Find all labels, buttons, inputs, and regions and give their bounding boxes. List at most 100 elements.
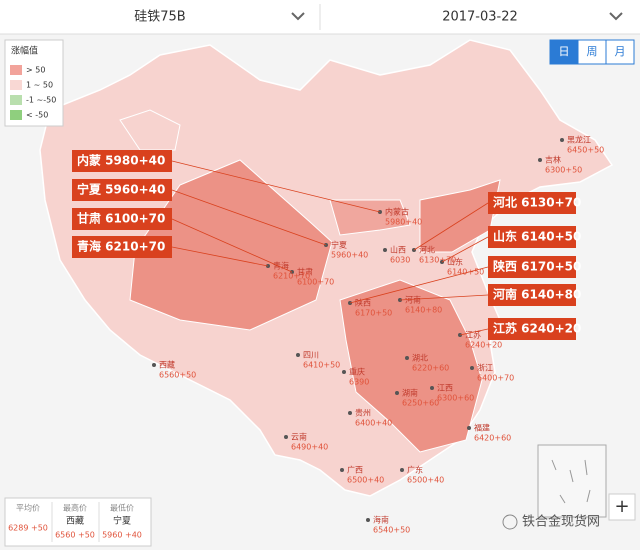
callout-line [441,236,489,263]
legend-title: 涨幅值 [11,45,38,57]
callout-label: 陕西 6170+50 [493,259,581,274]
stats-region: 西藏 [66,515,84,527]
tab[interactable] [549,39,579,65]
province-value: 6210+70 [273,272,310,281]
stats-label: 最高价 [63,503,87,513]
province-name: 浙江 [477,363,493,373]
province-dot [430,386,434,390]
legend-label: > 50 [26,66,45,75]
tab-label[interactable]: 月 [615,45,626,58]
province-value: 6490+40 [291,443,328,452]
province-name: 吉林 [545,155,561,165]
province-value: 6500+40 [347,476,384,485]
callout-box [488,192,576,214]
province-border [119,109,181,151]
callout-box [72,150,172,172]
legend: 涨幅值 > 50 1 ~ 50 -1 ~-50 < -50 [4,39,64,127]
province-dot [340,468,344,472]
province-name: 内蒙古 [385,207,409,217]
province-dot [342,370,346,374]
province-value: 6240+20 [465,341,502,350]
watermark-icon [502,514,518,530]
province-dot [405,356,409,360]
zoom-control[interactable]: + [608,493,636,521]
province-name: 甘肃 [297,267,313,277]
province-dot [348,411,352,415]
callout-label: 河北 6130+70 [492,195,581,210]
callout-line [349,266,489,304]
callout-box [488,256,576,278]
province-value: 6220+60 [412,364,449,373]
inset-box [537,444,607,518]
province-name: 黑龙江 [567,135,591,145]
province-dot [395,391,399,395]
legend-label: -1 ~-50 [26,96,56,105]
chevron[interactable] [291,12,305,21]
tab[interactable] [605,39,635,65]
province-dot [383,248,387,252]
product-select[interactable]: 硅铁75B [134,10,305,25]
province-dot [296,353,300,357]
south-sea-inset [537,444,607,518]
date-label[interactable]: 2017-03-22 [442,10,518,25]
province-name: 山东 [447,257,463,267]
callout-box [72,236,172,258]
stats-value: 5960 +40 [102,531,142,540]
province-name: 河北 [419,245,435,255]
province-name: 青海 [273,261,289,271]
period-tabs[interactable]: 日周月 [549,39,635,65]
zoom-button[interactable] [608,493,636,521]
legend-swatch [10,110,22,120]
province-value: 6140+80 [405,306,442,315]
province-dot [467,426,471,430]
province-value: 6450+50 [567,146,604,155]
region-high [329,199,411,236]
province-value: 6100+70 [297,278,334,287]
province-value: 5980+40 [385,218,422,227]
callouts: 内蒙 5980+40 宁夏 5960+40 甘肃 6100+70 青海 6210+70… [72,150,581,340]
province-value: 6300+50 [545,166,582,175]
province-dot [366,518,370,522]
province-value: 6130+70 [419,256,456,265]
watermark: 铁合金现货网 [502,514,600,530]
callout-box [488,318,576,340]
province-name: 重庆 [349,367,365,377]
province-value: 6140+50 [447,268,484,277]
province-name: 陕西 [355,298,371,308]
callout-label: 山东 6140+50 [493,229,581,244]
product-label[interactable]: 硅铁75B [134,10,185,25]
province-name: 湖北 [412,354,428,363]
province-dot [400,468,404,472]
callout-box [72,179,172,201]
callout-line [171,160,381,213]
map [39,39,614,497]
date-select[interactable]: 2017-03-22 [442,10,623,25]
province-name: 西藏 [159,360,175,370]
province-dot [284,435,288,439]
stats-value: 6560 +50 [55,531,95,540]
province-value: 6170+50 [355,309,392,318]
stats-region: 宁夏 [113,515,131,527]
province-name: 江西 [437,384,453,393]
stats-label: 最低价 [110,503,134,513]
callout-box [488,284,576,306]
province-value: 6560+50 [159,371,196,380]
province-name: 云南 [291,432,307,442]
province-dot [470,366,474,370]
province-name: 海南 [373,515,389,525]
province-dot [560,138,564,142]
province-dot [152,363,156,367]
tab-label[interactable]: 周 [587,45,598,58]
callout-label: 甘肃 6100+70 [77,211,165,226]
chevron[interactable] [609,12,623,21]
province-name: 四川 [303,351,319,360]
province-value: 6500+40 [407,476,444,485]
province-name: 湖南 [402,388,418,398]
province-value: 6400+70 [477,374,514,383]
callout-line [459,328,489,336]
tab-label[interactable]: 日 [559,45,570,58]
legend-label: < -50 [26,111,48,120]
zoom-in[interactable]: + [614,496,629,517]
